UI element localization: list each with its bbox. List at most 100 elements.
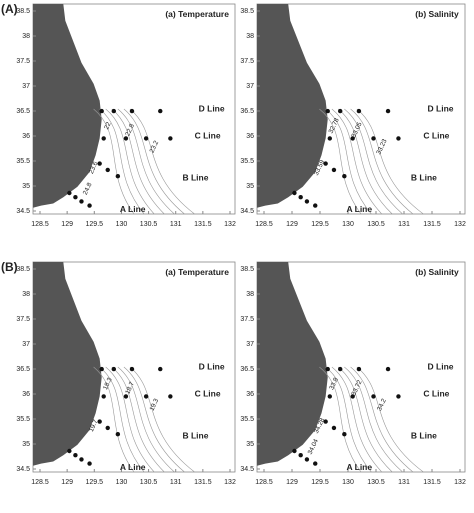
station: [79, 199, 84, 204]
station: [73, 453, 78, 458]
contour-line: [117, 108, 175, 215]
y-tick-label: 37.5: [240, 316, 254, 323]
y-tick-label: 36: [22, 391, 30, 398]
y-tick-label: 37: [246, 341, 254, 348]
contour-line: [325, 108, 372, 215]
y-tick-label: 37.5: [16, 58, 30, 65]
x-tick-label: 129: [61, 479, 73, 486]
station: [298, 453, 303, 458]
line-label: C Line: [195, 131, 221, 141]
x-tick-label: 132: [224, 221, 236, 228]
y-tick-label: 38.5: [240, 266, 254, 273]
contour-label: 18.3: [102, 376, 114, 391]
line-label: B Line: [182, 431, 208, 441]
station: [331, 425, 337, 431]
contour-line: [356, 366, 424, 473]
x-tick-label: 129.5: [86, 221, 104, 228]
contour-line: [123, 108, 185, 215]
station: [87, 461, 92, 466]
contour-label: 18.7: [124, 381, 136, 396]
y-tick-label: 38: [22, 33, 30, 40]
y-tick-label: 35.5: [240, 416, 254, 423]
station: [298, 195, 303, 200]
station: [101, 394, 106, 399]
contour-line: [337, 366, 393, 473]
contour-line: [331, 366, 383, 473]
x-tick-label: 128.5: [255, 479, 273, 486]
station: [327, 136, 332, 141]
y-tick-label: 36.5: [240, 108, 254, 115]
y-tick-label: 38: [246, 33, 254, 40]
x-tick-label: 131.5: [423, 221, 441, 228]
panel-title: (b) Salinity: [415, 9, 459, 19]
contour-label: 19.3: [149, 397, 161, 412]
station: [87, 203, 92, 208]
x-tick-label: 130.5: [367, 479, 385, 486]
station: [115, 432, 121, 437]
contour-line: [111, 108, 165, 215]
contour-line: [99, 366, 145, 473]
x-tick-label: 130: [116, 479, 128, 486]
y-tick-label: 34.5: [240, 466, 254, 473]
station: [123, 394, 129, 399]
x-tick-label: 130.5: [367, 221, 385, 228]
station: [371, 394, 376, 399]
station: [385, 108, 391, 114]
station: [97, 419, 102, 424]
station: [313, 203, 318, 208]
station: [105, 167, 110, 173]
line-label: C Line: [423, 389, 449, 399]
y-tick-label: 34.5: [240, 208, 254, 215]
contour-line: [117, 366, 175, 473]
line-label: A Line: [346, 204, 372, 214]
y-tick-label: 36: [246, 391, 254, 398]
x-tick-label: 131.5: [194, 479, 212, 486]
x-tick-label: 131: [170, 479, 182, 486]
group-label: (A): [1, 2, 18, 16]
y-tick-label: 35: [22, 183, 30, 190]
station: [168, 136, 173, 141]
station: [331, 167, 337, 173]
station: [123, 136, 129, 141]
line-label: D Line: [199, 103, 225, 113]
station: [158, 366, 163, 372]
station: [67, 190, 72, 196]
station: [304, 457, 310, 462]
station: [325, 108, 330, 114]
line-label: A Line: [346, 462, 372, 472]
station: [97, 161, 102, 166]
y-tick-label: 36: [22, 133, 30, 140]
station: [371, 136, 376, 141]
contour-label: 22.8: [124, 123, 136, 138]
line-label: B Line: [411, 431, 437, 441]
y-tick-label: 35.5: [16, 158, 30, 165]
station: [143, 136, 149, 141]
contour-line: [319, 108, 362, 215]
station: [129, 366, 135, 372]
station: [304, 199, 310, 204]
contour-line: [344, 108, 403, 215]
station: [99, 366, 104, 372]
station: [99, 108, 104, 114]
y-tick-label: 37: [22, 341, 30, 348]
contour-line: [93, 366, 135, 473]
station: [323, 419, 328, 424]
station: [292, 448, 297, 454]
station: [67, 448, 72, 454]
contour-line: [350, 108, 414, 215]
x-tick-label: 129.5: [311, 479, 329, 486]
contour-label: 19.7: [88, 418, 100, 433]
station: [327, 394, 332, 399]
contour-label: 34.2: [376, 397, 388, 412]
contour-label: 24.8: [82, 181, 94, 196]
line-label: C Line: [195, 389, 221, 399]
station: [396, 136, 401, 141]
contour-label: 22: [103, 121, 113, 131]
station: [101, 136, 106, 141]
contour-label: 23.2: [149, 139, 161, 154]
station: [350, 394, 355, 399]
x-tick-label: 131: [398, 221, 410, 228]
y-tick-label: 35.5: [240, 158, 254, 165]
x-tick-label: 128.5: [255, 221, 273, 228]
y-tick-label: 38: [22, 291, 30, 298]
